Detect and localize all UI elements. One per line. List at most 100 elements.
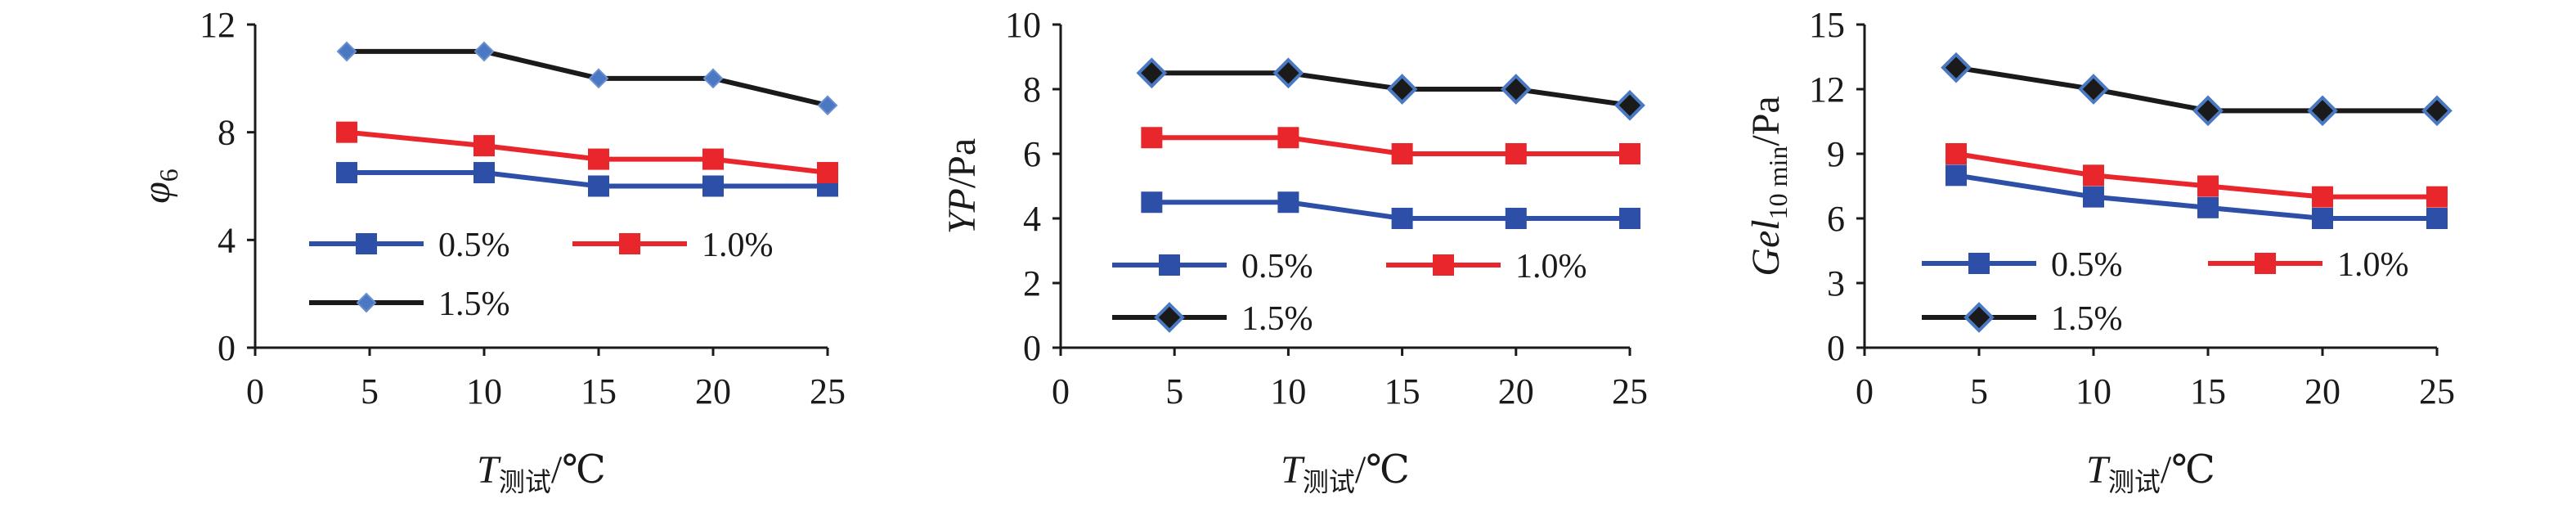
data-point	[473, 162, 495, 184]
data-point	[2312, 186, 2333, 208]
x-axis-label-subscript: 测试	[499, 466, 551, 497]
data-point	[336, 41, 357, 62]
x-axis-label-unit: /℃	[1355, 448, 1410, 492]
data-point	[473, 41, 495, 62]
series-line	[347, 170, 828, 189]
legend-marker	[1968, 253, 1990, 274]
legend-entry: 1.5%	[309, 285, 510, 323]
x-axis-label: T测试/℃	[1281, 448, 1410, 497]
data-point	[817, 162, 838, 184]
series-line	[347, 48, 828, 108]
x-tick-label: 20	[2304, 371, 2340, 411]
series-line	[346, 129, 828, 176]
legend-label: 0.5%	[438, 227, 510, 264]
legend-entry: 1.0%	[2208, 246, 2409, 284]
y-tick-label: 6	[1023, 134, 1041, 174]
legend-marker	[2255, 253, 2276, 274]
x-axis-label-main: T	[477, 448, 501, 492]
y-tick-label: 10	[1005, 5, 1041, 45]
series-line	[1955, 151, 2437, 200]
data-point	[1277, 127, 1299, 149]
x-tick-label: 15	[581, 371, 617, 411]
x-axis-label: T测试/℃	[2086, 448, 2215, 497]
x-axis-label-subscript: 测试	[2108, 466, 2161, 497]
legend-label: 1.0%	[702, 227, 774, 264]
chart-panel-3: 0 5 10 15 20 25 0 3 6 9 12 15 T测试/℃ Gel10 min/Pa 0.5% 1…	[1744, 5, 2455, 497]
x-axis-label-unit: /℃	[551, 448, 606, 492]
data-point	[817, 95, 838, 116]
y-axis-label: YP/Pa	[940, 138, 984, 234]
data-point	[1391, 208, 1413, 229]
x-tick-label: 0	[1052, 371, 1070, 411]
series-line	[1955, 65, 2437, 114]
x-tick-label: 15	[2190, 371, 2226, 411]
y-axis-label-subscript: 6	[154, 169, 183, 182]
x-tick-label: 25	[2419, 371, 2455, 411]
data-point	[336, 162, 357, 184]
y-tick-label: 15	[1809, 5, 1845, 45]
data-point	[2312, 208, 2333, 229]
x-tick-label: 5	[1970, 371, 1988, 411]
data-point	[2421, 95, 2453, 127]
data-point	[1141, 127, 1163, 149]
x-axis-label: T测试/℃	[477, 448, 606, 497]
data-point	[702, 175, 724, 197]
data-point	[336, 121, 357, 143]
x-tick-label: 25	[1612, 371, 1648, 411]
legend-marker	[1433, 254, 1454, 276]
legend-entry: 0.5%	[1112, 248, 1313, 285]
y-axis-label: Gel10 min/Pa	[1744, 96, 1793, 276]
y-axis-label-unit: /Pa	[940, 138, 984, 188]
y-tick-label: 0	[218, 328, 236, 368]
data-point	[1945, 164, 1967, 187]
series-line	[1151, 200, 1630, 221]
legend-marker	[1963, 302, 1995, 333]
x-tick-label: 10	[1270, 371, 1306, 411]
data-point	[702, 148, 724, 170]
chart-panel-2: 0 5 10 15 20 25 0 2 4 6 8 10 T测试/℃ YP/Pa 0.5% 1.0% 1.5%	[940, 5, 1648, 497]
data-point	[1945, 143, 1967, 164]
y-tick-label: 2	[1023, 263, 1041, 303]
x-tick-label: 10	[466, 371, 502, 411]
data-point	[2197, 196, 2219, 218]
y-axis-label-main: φ	[135, 182, 178, 204]
legend-entry: 1.0%	[572, 227, 774, 264]
x-axis-label-main: T	[1281, 448, 1305, 492]
legend-label: 1.0%	[2337, 246, 2409, 284]
data-point	[1386, 74, 1418, 105]
data-point	[1614, 89, 1645, 121]
y-axis-label-main: YP	[940, 188, 984, 234]
y-tick-label: 0	[1023, 328, 1041, 368]
y-axis-label-unit: /Pa	[1744, 96, 1788, 146]
data-point	[588, 175, 609, 197]
legend-label: 1.5%	[438, 285, 510, 323]
data-point	[588, 68, 609, 89]
data-point	[2426, 208, 2448, 229]
data-point	[702, 68, 724, 89]
legend-label: 1.5%	[1241, 300, 1313, 338]
data-point	[1505, 143, 1527, 164]
data-point	[1505, 208, 1527, 229]
y-tick-label: 8	[1023, 70, 1041, 110]
data-point	[1619, 143, 1640, 164]
x-tick-label: 5	[1165, 371, 1183, 411]
legend-entry: 1.0%	[1386, 248, 1587, 285]
legend-marker	[1159, 254, 1180, 276]
data-point	[2078, 74, 2109, 105]
y-axis-label-subscript: 10 min	[1763, 146, 1793, 220]
legend-label: 1.5%	[2051, 300, 2123, 338]
y-axis-label-main: Gel	[1744, 219, 1788, 276]
legend-entry: 0.5%	[309, 227, 510, 264]
data-point	[1619, 208, 1640, 229]
y-axis-label: φ6	[135, 169, 183, 204]
legend-marker	[356, 292, 377, 313]
data-point	[2197, 175, 2219, 197]
data-point	[2307, 95, 2338, 127]
x-tick-label: 5	[361, 371, 379, 411]
legend-entry: 1.5%	[1112, 300, 1313, 338]
y-tick-label: 12	[200, 5, 236, 45]
y-tick-label: 9	[1827, 134, 1845, 174]
x-axis-label-main: T	[2086, 448, 2111, 492]
x-tick-label: 20	[695, 371, 731, 411]
x-tick-label: 20	[1498, 371, 1534, 411]
